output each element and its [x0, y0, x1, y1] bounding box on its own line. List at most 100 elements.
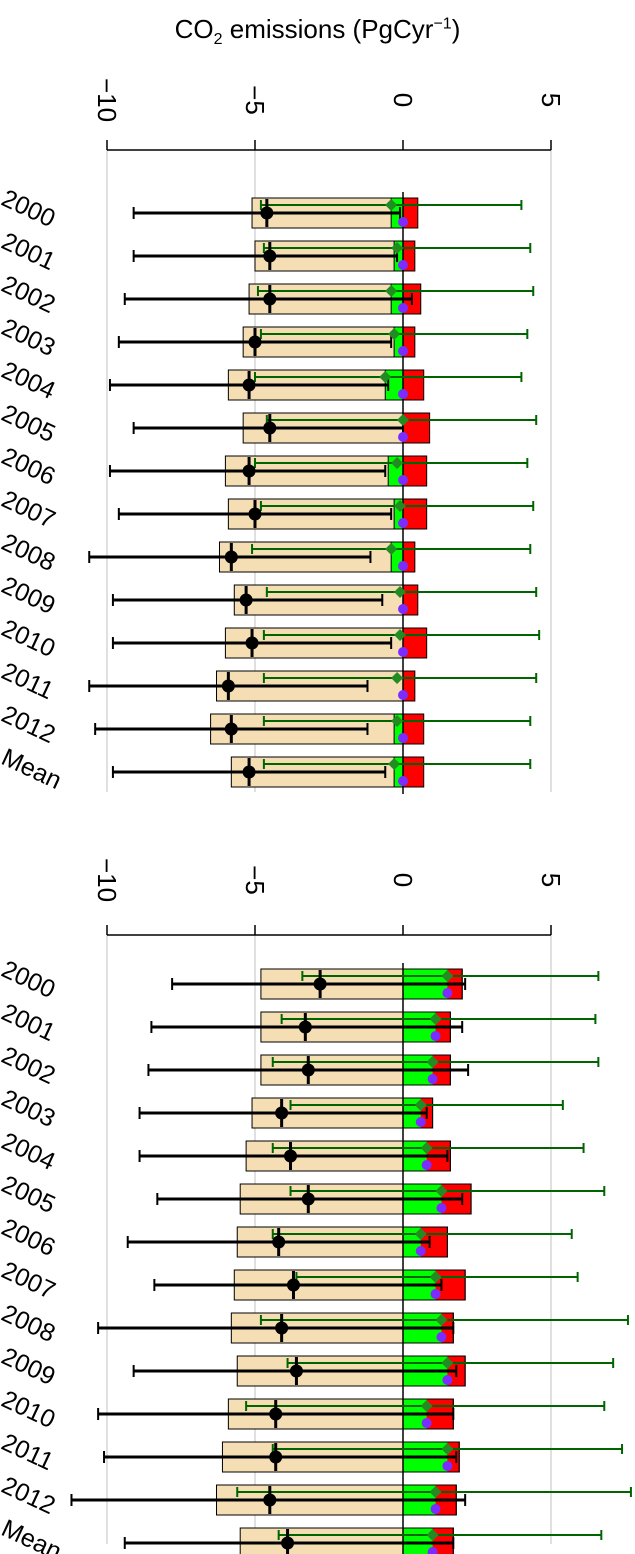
green-point [385, 199, 398, 211]
black-point [289, 1364, 303, 1378]
row-2003: 2003 [0, 1084, 564, 1135]
purple-point [430, 1031, 441, 1041]
black-point [263, 292, 277, 306]
category-label: 2003 [0, 1084, 59, 1133]
tick-label: −10 [92, 78, 122, 122]
purple-point [398, 303, 408, 313]
green-point [391, 457, 404, 469]
category-label: Mean [0, 1514, 66, 1554]
panel-2: 50−5−10200020012002200320042005200620072… [0, 858, 632, 1554]
tick-label: −5 [240, 85, 270, 115]
black-point [263, 421, 277, 435]
tick-label: 0 [388, 873, 418, 887]
row-2011: 2011 [0, 1428, 624, 1479]
purple-point [430, 1504, 441, 1514]
green-point [385, 543, 398, 555]
green-point [429, 1013, 442, 1025]
black-point [286, 1278, 300, 1292]
green-point [426, 1529, 439, 1541]
row-2001: 2001 [0, 998, 597, 1049]
category-label: 2002 [0, 1041, 59, 1090]
black-point [221, 679, 235, 693]
row-2012: 2012 [0, 700, 532, 751]
purple-point [398, 518, 408, 528]
black-point [301, 1063, 315, 1077]
tick-label: 5 [536, 873, 566, 887]
green-point [426, 1056, 439, 1068]
purple-point [398, 217, 408, 227]
green-point [388, 328, 401, 340]
green-bar [394, 327, 403, 357]
green-point [394, 586, 407, 598]
row-2009: 2009 [0, 1342, 615, 1393]
green-bar [403, 1528, 433, 1554]
tick-label: 0 [388, 93, 418, 107]
row-2009: 2009 [0, 571, 538, 622]
row-2003: 2003 [0, 313, 529, 364]
row-2010: 2010 [0, 614, 541, 665]
row-2006: 2006 [0, 1213, 573, 1264]
green-point [441, 1357, 454, 1369]
tick-label: 5 [536, 93, 566, 107]
black-point [242, 765, 256, 779]
purple-point [398, 776, 408, 786]
purple-point [398, 733, 408, 743]
row-2005: 2005 [0, 1170, 606, 1221]
purple-point [398, 475, 408, 485]
green-point [435, 1185, 448, 1197]
black-point [281, 1536, 295, 1550]
black-point [245, 636, 259, 650]
green-point [391, 242, 404, 254]
black-point [301, 1192, 315, 1206]
green-point [397, 414, 409, 426]
negative-bar [239, 1527, 404, 1554]
tick-label: −5 [240, 865, 270, 895]
green-point [420, 1142, 433, 1154]
green-point [379, 371, 392, 383]
row-2012: 2012 [0, 1471, 632, 1522]
black-point [275, 1321, 289, 1335]
black-point [248, 507, 262, 521]
green-bar [394, 499, 403, 529]
purple-point [398, 690, 408, 700]
row-2007: 2007 [0, 1256, 579, 1307]
green-bar [391, 542, 403, 572]
purple-point [415, 1117, 426, 1127]
black-point [284, 1149, 298, 1163]
purple-point [427, 1547, 438, 1554]
purple-point [436, 1332, 447, 1342]
black-point [298, 1020, 312, 1034]
category-label: 2007 [0, 1256, 59, 1305]
green-point [394, 629, 407, 641]
green-point [388, 758, 401, 770]
purple-point [398, 389, 408, 399]
green-point [385, 285, 398, 297]
green-point [441, 970, 454, 982]
category-label: 2006 [0, 1213, 59, 1262]
row-Mean: Mean [0, 1514, 603, 1554]
category-label: 2008 [0, 1299, 59, 1348]
row-2002: 2002 [0, 1041, 600, 1092]
black-point [269, 1450, 283, 1464]
black-point [239, 593, 253, 607]
purple-point [427, 1074, 438, 1084]
chart-top: 50−5−10200020012002200320042005200620072… [0, 78, 566, 795]
category-label: 2009 [0, 1342, 59, 1391]
green-point [420, 1400, 433, 1412]
black-point [275, 1106, 289, 1120]
page-title: CO2 emissions (PgCyr−1) [174, 14, 461, 49]
purple-point [398, 604, 408, 614]
green-point [429, 1271, 442, 1283]
purple-point [436, 1203, 447, 1213]
black-point [242, 464, 256, 478]
row-2000: 2000 [0, 955, 600, 1006]
row-2010: 2010 [0, 1385, 606, 1436]
green-point [391, 672, 404, 684]
green-bar [394, 714, 403, 744]
black-point [224, 550, 238, 564]
black-point [263, 249, 277, 263]
green-point [441, 1443, 454, 1455]
purple-point [415, 1246, 426, 1256]
category-label: 2011 [0, 1428, 58, 1476]
